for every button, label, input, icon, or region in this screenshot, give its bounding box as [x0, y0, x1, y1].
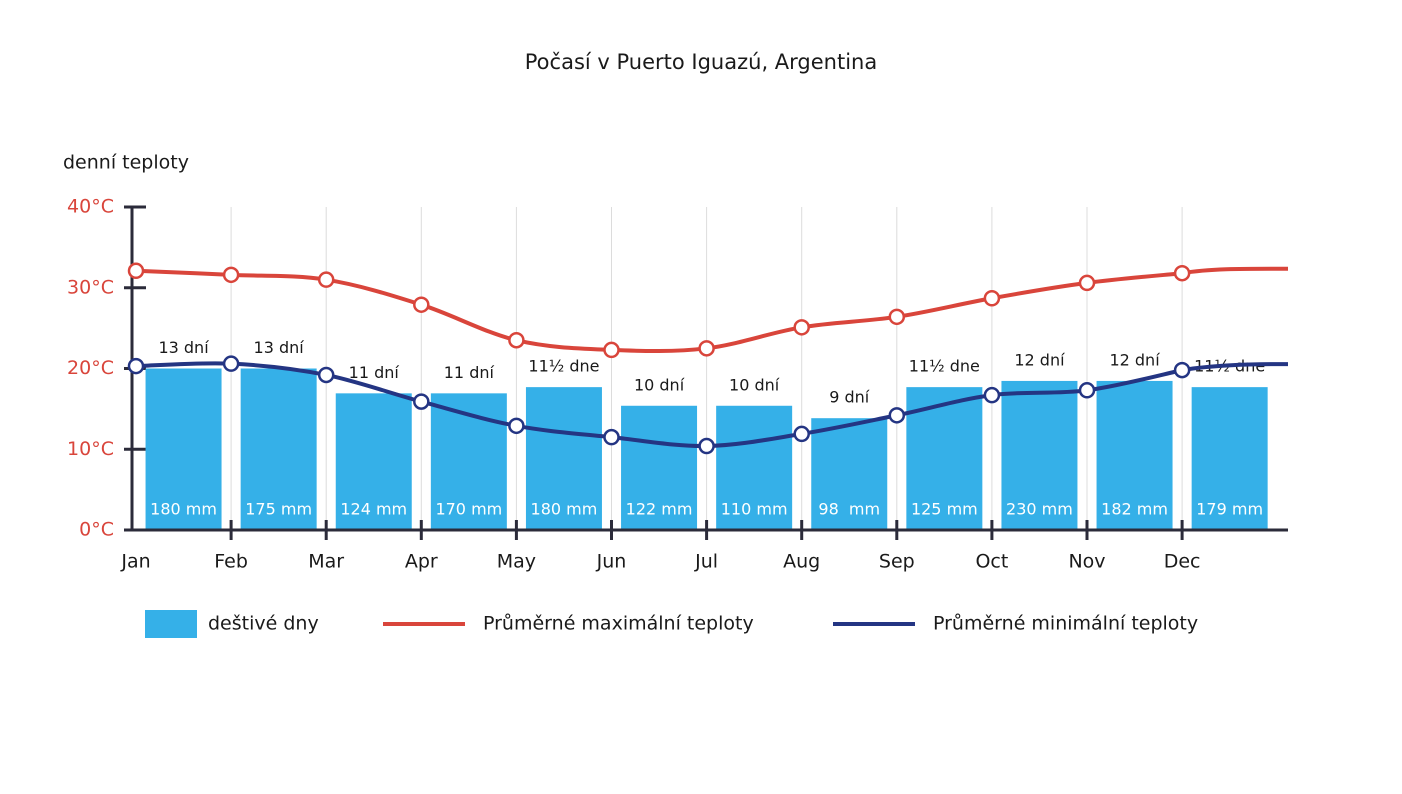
x-tick-label: Oct: [975, 551, 1008, 573]
point: [698, 340, 715, 357]
point: [508, 331, 525, 349]
bar: [1001, 380, 1078, 530]
point: [1173, 264, 1191, 282]
legend-label: deštivé dny: [208, 613, 319, 635]
x-tick-label: Feb: [214, 551, 248, 573]
x-tick-label: Jan: [120, 551, 150, 573]
point: [222, 355, 240, 372]
bar-label: 12 dní: [1014, 350, 1065, 369]
bar: [811, 418, 888, 530]
bar-label: 11½ dne: [909, 357, 980, 376]
point: [1078, 274, 1096, 292]
point: [413, 296, 430, 313]
bar-label: 13 dní: [158, 338, 209, 357]
line: [135, 361, 1183, 449]
legend-label: Průměrné maximální teploty: [483, 613, 754, 635]
precipitation-label: 170 mm: [435, 500, 502, 519]
point: [222, 266, 240, 284]
point: [317, 366, 335, 384]
point: [793, 425, 810, 443]
point: [603, 428, 620, 446]
point: [317, 271, 335, 288]
point: [413, 393, 430, 410]
point: [1078, 382, 1096, 399]
precipitation-label: 230 mm: [1006, 500, 1073, 519]
precipitation-label: 175 mm: [245, 500, 312, 519]
precipitation-label: 125 mm: [911, 500, 978, 519]
bar: [1096, 380, 1173, 530]
precipitation-label: 180 mm: [531, 500, 598, 519]
bar: [716, 405, 793, 530]
line-continuation: [1181, 362, 1289, 373]
point: [983, 386, 1001, 404]
y-tick-label: 20°C: [67, 357, 114, 379]
point: [888, 407, 906, 424]
x-tick-label: Apr: [405, 551, 438, 573]
x-tick-label: Sep: [879, 551, 915, 573]
bar-label: 11 dní: [349, 363, 400, 382]
x-tick-label: Mar: [308, 551, 344, 573]
precipitation-label: 122 mm: [626, 500, 693, 519]
precipitation-label: 182 mm: [1101, 500, 1168, 519]
precipitation-label: 180 mm: [150, 500, 217, 519]
bar-label: 10 dní: [634, 375, 685, 394]
point: [127, 262, 145, 280]
bar: [621, 405, 698, 530]
x-tick-label: Aug: [783, 551, 820, 573]
y-tick-label: 30°C: [67, 276, 114, 298]
y-tick-label: 0°C: [79, 519, 114, 541]
x-tick-label: Dec: [1164, 551, 1201, 573]
precipitation-label: 179 mm: [1196, 500, 1263, 519]
legend-swatch: [145, 610, 197, 638]
bar: [335, 393, 412, 530]
precipitation-label: 124 mm: [340, 500, 407, 519]
point: [888, 308, 906, 326]
bar-label: 13 dní: [254, 338, 305, 357]
y-tick-label: 10°C: [67, 438, 114, 460]
point: [793, 319, 810, 336]
bar-label: 12 dní: [1109, 350, 1160, 369]
bar-label: 10 dní: [729, 375, 780, 394]
precipitation-label: 98 mm: [818, 500, 880, 519]
y-axis-label: denní teploty: [63, 152, 189, 174]
bar-label: 9 dní: [829, 388, 870, 407]
point: [603, 341, 620, 359]
x-tick-label: Jul: [694, 551, 718, 573]
line-continuation: [1181, 266, 1289, 276]
y-tick-label: 40°C: [67, 196, 114, 218]
x-tick-label: Nov: [1068, 551, 1105, 573]
bar: [525, 387, 602, 530]
bar-label: 11½ dne: [528, 357, 599, 376]
point: [127, 357, 145, 375]
chart-title: Počasí v Puerto Iguazú, Argentina: [525, 50, 877, 74]
bar: [240, 368, 317, 530]
x-tick-label: May: [497, 551, 536, 573]
bar: [145, 368, 222, 530]
legend-label: Průměrné minimální teploty: [933, 613, 1198, 635]
point: [983, 289, 1001, 307]
x-tick-label: Jun: [596, 551, 627, 573]
bar: [1191, 387, 1268, 530]
precipitation-label: 110 mm: [721, 500, 788, 519]
point: [508, 417, 525, 435]
bar-label: 11 dní: [444, 363, 495, 382]
point: [698, 437, 715, 455]
point: [1173, 361, 1191, 379]
